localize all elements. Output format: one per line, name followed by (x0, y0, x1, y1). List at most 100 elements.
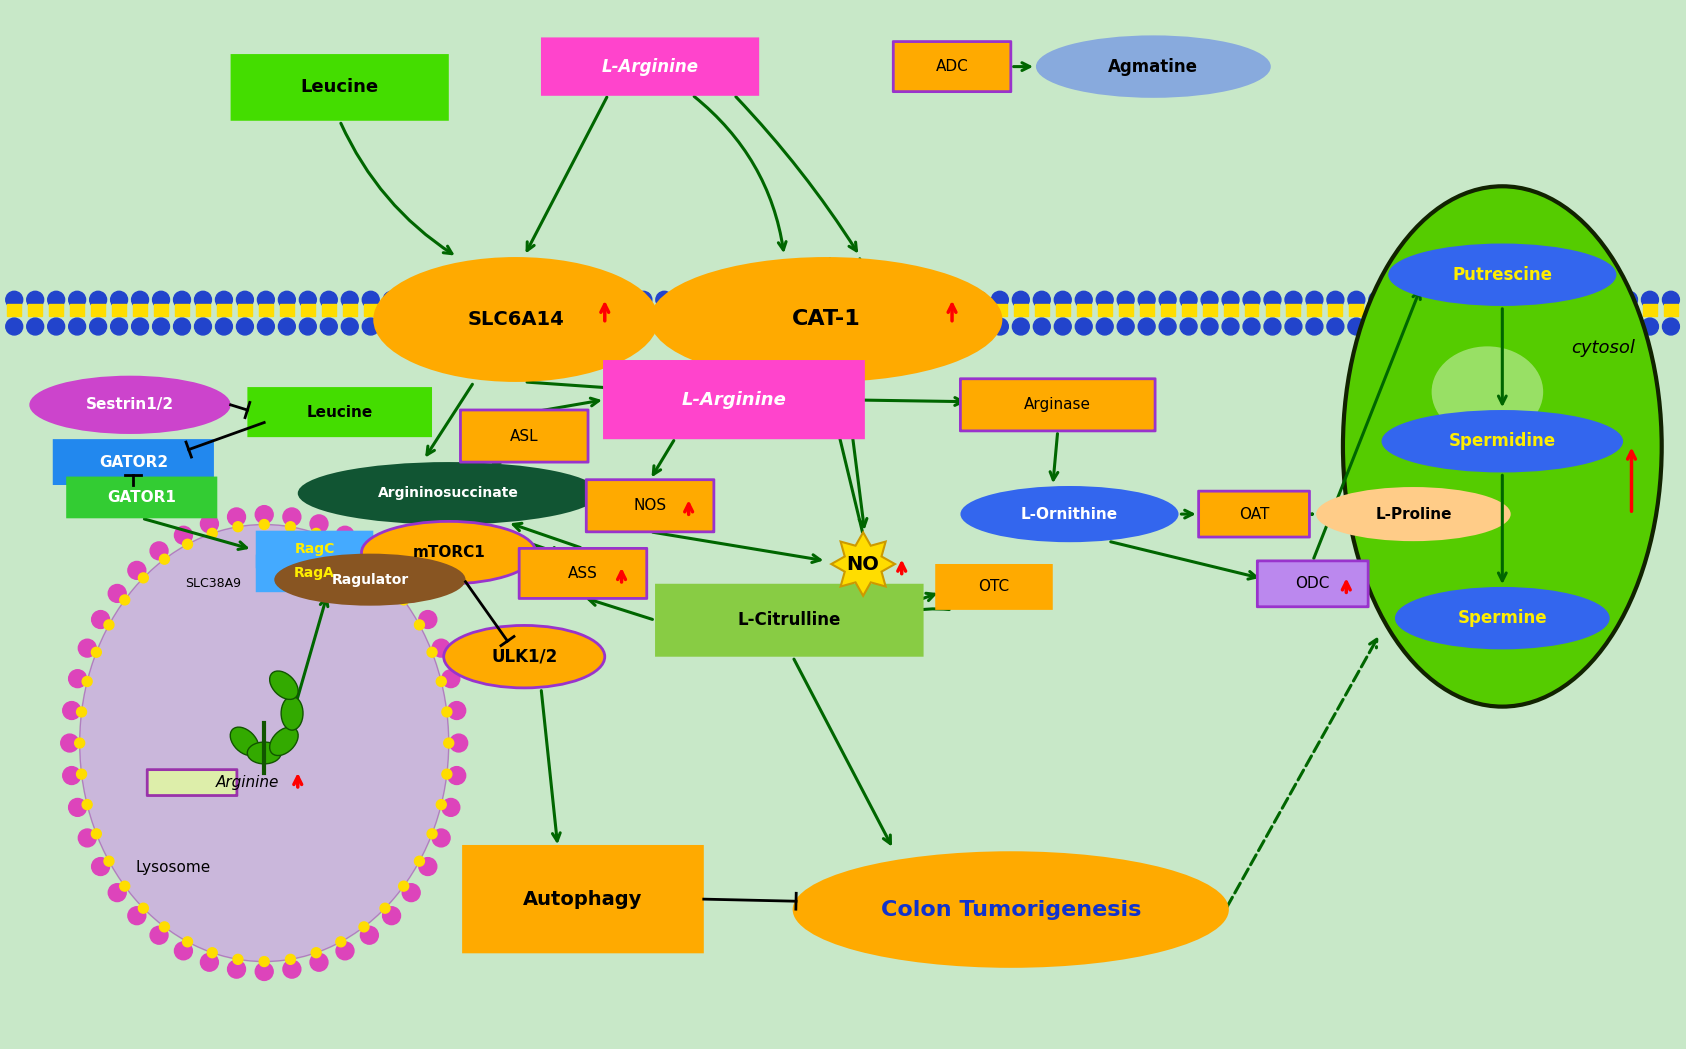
Circle shape (47, 292, 64, 308)
Bar (1495, 304, 1511, 316)
Text: Autophagy: Autophagy (523, 890, 642, 908)
Circle shape (228, 960, 246, 978)
Circle shape (1431, 292, 1448, 308)
Circle shape (1285, 318, 1302, 335)
Circle shape (636, 318, 652, 335)
Ellipse shape (248, 742, 282, 764)
Circle shape (442, 707, 452, 716)
Bar (1307, 304, 1322, 316)
Circle shape (991, 292, 1008, 308)
Circle shape (359, 554, 369, 564)
Bar (406, 304, 420, 316)
Bar (1329, 304, 1342, 316)
Bar (1391, 304, 1404, 316)
Circle shape (1536, 318, 1553, 335)
Circle shape (255, 963, 273, 981)
Circle shape (614, 318, 631, 335)
Text: SLC6A14: SLC6A14 (467, 311, 565, 329)
Circle shape (865, 292, 882, 308)
Circle shape (138, 903, 148, 914)
Circle shape (336, 942, 354, 960)
Circle shape (150, 926, 169, 944)
Circle shape (310, 515, 329, 533)
Circle shape (320, 318, 337, 335)
Bar (1013, 304, 1028, 316)
Text: Spermine: Spermine (1457, 609, 1548, 627)
Bar (153, 304, 169, 316)
Circle shape (509, 292, 526, 308)
Circle shape (447, 292, 464, 308)
Circle shape (676, 292, 693, 308)
Circle shape (362, 318, 379, 335)
Ellipse shape (298, 462, 600, 524)
Circle shape (782, 292, 799, 308)
Circle shape (76, 707, 86, 716)
Circle shape (442, 669, 460, 687)
Bar (1182, 304, 1195, 316)
Circle shape (361, 926, 378, 944)
Bar (1580, 304, 1593, 316)
Circle shape (1558, 318, 1575, 335)
Circle shape (138, 573, 148, 583)
Circle shape (1600, 292, 1617, 308)
Circle shape (1012, 318, 1028, 335)
Circle shape (425, 292, 442, 308)
Circle shape (361, 542, 378, 560)
Bar (1098, 304, 1111, 316)
Text: Lysosome: Lysosome (135, 860, 211, 876)
Circle shape (1096, 318, 1113, 335)
Bar (448, 304, 462, 316)
FancyBboxPatch shape (894, 42, 1012, 91)
Circle shape (1453, 292, 1470, 308)
FancyBboxPatch shape (936, 564, 1052, 609)
Circle shape (27, 318, 44, 335)
Circle shape (152, 292, 170, 308)
Circle shape (336, 937, 346, 947)
Circle shape (182, 937, 192, 947)
Bar (1517, 304, 1531, 316)
Text: ODC: ODC (1295, 576, 1330, 592)
Circle shape (949, 292, 966, 308)
Circle shape (448, 767, 465, 785)
Text: ASS: ASS (568, 565, 599, 581)
Circle shape (278, 318, 295, 335)
Circle shape (907, 318, 924, 335)
Circle shape (182, 539, 192, 550)
Circle shape (216, 292, 233, 308)
Bar (342, 304, 357, 316)
FancyBboxPatch shape (52, 440, 214, 485)
Circle shape (160, 554, 169, 564)
Bar (1664, 304, 1678, 316)
Bar (971, 304, 986, 316)
Circle shape (236, 318, 253, 335)
Bar (469, 304, 482, 316)
Circle shape (398, 595, 408, 605)
Circle shape (150, 542, 169, 560)
Circle shape (1076, 318, 1093, 335)
Circle shape (403, 883, 420, 901)
Circle shape (69, 669, 86, 687)
Circle shape (174, 292, 191, 308)
Circle shape (108, 883, 126, 901)
Circle shape (111, 292, 128, 308)
Polygon shape (831, 532, 895, 596)
Circle shape (260, 519, 270, 530)
Circle shape (865, 318, 882, 335)
Circle shape (341, 292, 357, 308)
Circle shape (91, 858, 110, 876)
Circle shape (105, 856, 115, 866)
Circle shape (845, 318, 862, 335)
Ellipse shape (270, 671, 298, 700)
Circle shape (383, 292, 400, 308)
Bar (889, 304, 902, 316)
Circle shape (47, 318, 64, 335)
Text: OAT: OAT (1239, 507, 1270, 521)
Bar (1642, 304, 1657, 316)
Bar (300, 304, 315, 316)
Circle shape (529, 292, 546, 308)
Text: NOS: NOS (634, 498, 666, 513)
Bar (1140, 304, 1153, 316)
Circle shape (383, 561, 401, 579)
Circle shape (760, 318, 777, 335)
Circle shape (448, 702, 465, 720)
